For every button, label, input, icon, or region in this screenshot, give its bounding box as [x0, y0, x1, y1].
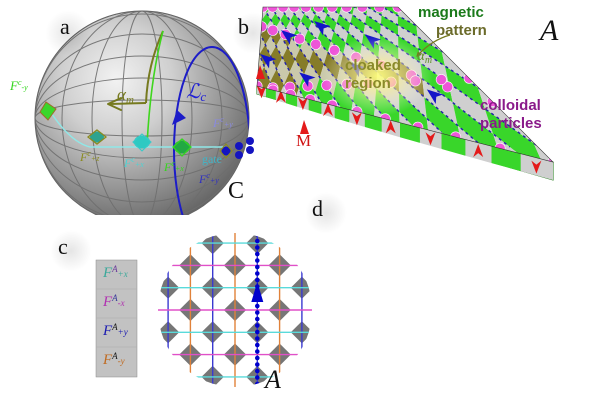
svg-text:A: A — [263, 365, 281, 394]
